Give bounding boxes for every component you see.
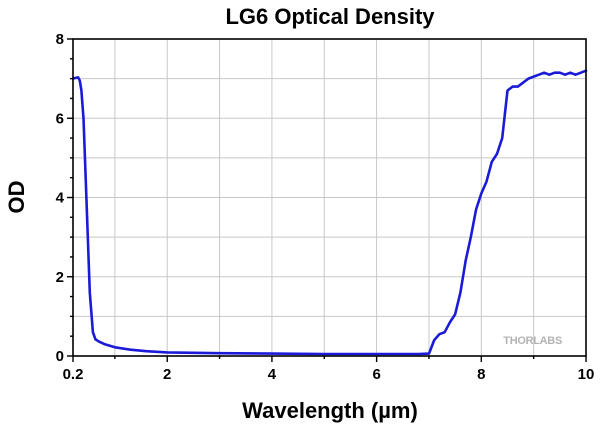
- x-axis-label: Wavelength (µm): [242, 398, 418, 423]
- y-tick-label: 2: [56, 269, 64, 286]
- series-line-lg6: [71, 69, 588, 356]
- x-tick-label: 8: [477, 366, 485, 383]
- y-tick-label: 8: [56, 31, 64, 48]
- x-tick-label: 0.2: [63, 366, 84, 383]
- y-tick-label: 0: [56, 348, 64, 365]
- y-tick-label: 4: [56, 190, 65, 207]
- x-tick-label: 2: [163, 366, 171, 383]
- x-tick-label: 10: [578, 366, 595, 383]
- x-tick-label: 6: [372, 366, 380, 383]
- thorlabs-watermark: THORLABS: [503, 335, 562, 347]
- x-tick-label: 4: [268, 366, 277, 383]
- chart-title: LG6 Optical Density: [225, 4, 435, 29]
- y-tick-label: 6: [56, 110, 64, 127]
- y-axis-label: OD: [4, 181, 29, 214]
